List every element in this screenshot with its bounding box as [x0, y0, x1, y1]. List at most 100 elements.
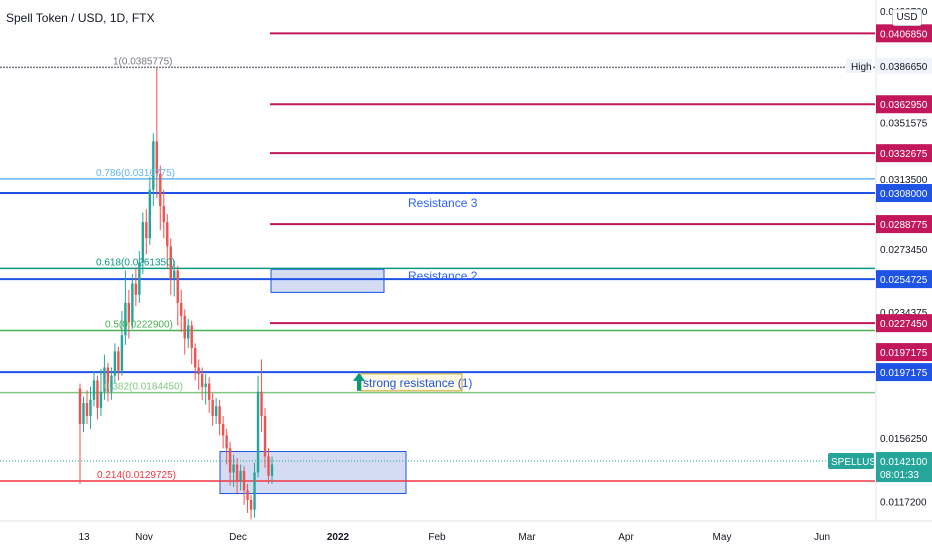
candle-body	[180, 302, 183, 316]
high-badge	[846, 58, 872, 73]
strong-resistance-label: strong resistance (1)	[363, 376, 472, 390]
candle-body	[242, 470, 246, 491]
y-tick-label: 0.0313500	[880, 175, 928, 186]
candle-body	[103, 367, 106, 392]
candle-body	[200, 373, 204, 387]
high-price-badge	[876, 57, 932, 74]
y-tick-label: 0.0156250	[880, 434, 928, 445]
candle-body	[96, 380, 99, 408]
candle-body	[89, 399, 92, 416]
candle-body	[162, 205, 165, 223]
price-label-text: 0.0308000	[880, 189, 928, 200]
candle-body	[138, 262, 141, 295]
chart-title: Spell Token / USD, 1D, FTX	[6, 11, 155, 25]
x-tick-label: May	[713, 532, 732, 543]
candle-body	[235, 464, 239, 481]
candle-body	[183, 315, 186, 339]
candle-body	[218, 406, 221, 425]
candle-body	[190, 325, 193, 349]
y-tick-label: 0.0273450	[880, 245, 928, 256]
symbol-badge	[828, 453, 874, 470]
price-label-text: 0.0288775	[880, 220, 928, 231]
resistance-2-label: Resistance 2	[408, 269, 478, 283]
fib-level-label: 0.214(0.0129725)	[97, 470, 176, 481]
price-label-badge	[876, 24, 932, 43]
candle-body	[263, 415, 267, 457]
support-zone	[219, 451, 407, 495]
candle-body	[270, 464, 274, 476]
candle-body	[214, 406, 218, 416]
price-label-text: 0.0332675	[880, 149, 928, 160]
y-tick-label: 0.0234375	[880, 308, 928, 319]
candle-body	[124, 302, 127, 336]
candle-body	[113, 351, 117, 376]
candle-body	[211, 399, 214, 416]
candle-body	[92, 380, 96, 400]
candle-body	[260, 391, 263, 416]
candle-body	[127, 302, 131, 323]
candle-body	[187, 325, 190, 339]
candle-body	[106, 367, 110, 392]
fib-level-label: 1(0.0385775)	[113, 56, 173, 67]
candle-body	[204, 383, 207, 387]
x-tick-label: Jun	[814, 532, 830, 543]
candle-body	[221, 424, 225, 436]
candle-body	[194, 348, 197, 368]
candle-body	[267, 456, 270, 476]
candle-body	[173, 270, 176, 279]
candle-body	[249, 499, 253, 510]
high-price-text: 0.0386650	[880, 62, 928, 73]
price-label-badge	[876, 343, 932, 362]
candle-body	[117, 351, 120, 371]
price-label-badge	[876, 95, 932, 114]
fib-level-label: 0.618(0.0261350)	[96, 257, 175, 268]
price-label-badge	[876, 215, 932, 234]
price-label-badge	[876, 144, 932, 163]
price-label-text: 0.0227450	[880, 319, 928, 330]
price-label-text: 0.0362950	[880, 100, 928, 111]
candle-body	[253, 472, 256, 510]
candle-body	[145, 222, 148, 239]
candle-body	[78, 388, 82, 425]
last-price-text: 0.0142100	[880, 457, 928, 468]
symbol-label: SPELLUSD	[831, 457, 883, 468]
x-tick-label: Mar	[518, 532, 536, 543]
countdown-text: 08:01:33	[880, 470, 919, 481]
candle-body	[228, 448, 232, 473]
x-tick-label: Feb	[428, 532, 446, 543]
candle-body	[152, 141, 155, 190]
candle-body	[246, 490, 249, 500]
price-label-text: 0.0406850	[880, 29, 928, 40]
candle-body	[169, 246, 172, 279]
candle-body	[131, 283, 134, 323]
x-tick-label: Dec	[229, 532, 247, 543]
candle-body	[85, 403, 89, 416]
high-label: High	[851, 62, 872, 73]
candle-body	[82, 403, 85, 425]
candle-body	[197, 367, 200, 374]
fib-level-label: 0.382(0.0184450)	[104, 382, 183, 393]
fib-level-label: 0.5(0.0222900)	[105, 320, 173, 331]
price-label-badge	[876, 314, 932, 333]
candle-body	[159, 173, 162, 206]
candle-body	[239, 470, 242, 481]
candle-body	[134, 283, 138, 295]
candle-body	[256, 391, 260, 473]
candle-body	[166, 222, 169, 247]
fib-level-label: 0.786(0.0316775)	[96, 168, 175, 179]
candle-body	[148, 189, 152, 239]
candle-body	[232, 464, 235, 473]
price-label-text: 0.0197175	[880, 368, 928, 379]
candle-body	[110, 375, 113, 392]
price-label-badge	[876, 184, 932, 203]
x-tick-label: Nov	[135, 532, 153, 543]
candle-body	[155, 141, 158, 174]
y-tick-label: 0.0117200	[880, 497, 927, 508]
currency-button[interactable]: USD	[892, 9, 922, 26]
candle-body	[99, 391, 103, 408]
price-label-text: 0.0197175	[880, 348, 928, 359]
price-label-badge	[876, 270, 932, 289]
candle-body	[225, 435, 228, 449]
x-tick-label: 13	[78, 532, 90, 543]
